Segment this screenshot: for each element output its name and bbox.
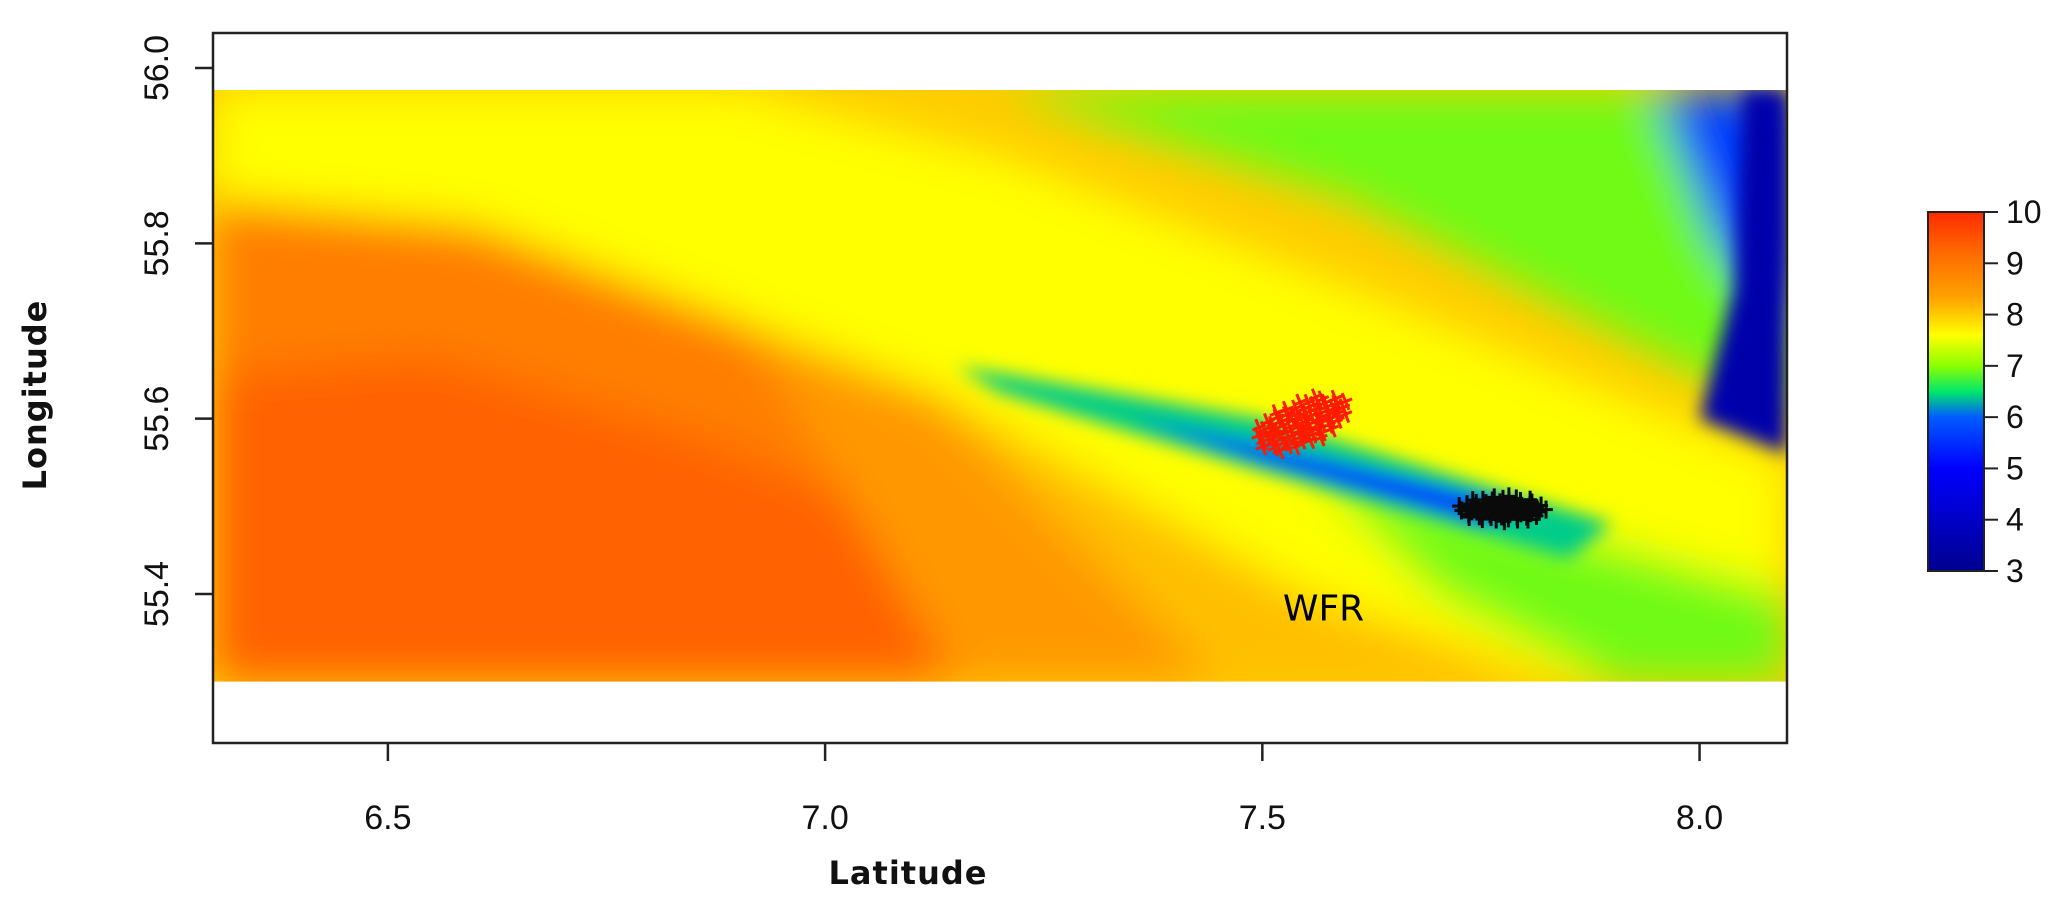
wind-farm-red-marker — [1272, 446, 1287, 455]
wind-farm-red-marker — [1301, 398, 1316, 407]
colorbar-tick-label: 7 — [2006, 348, 2024, 384]
colorbar: 3 4 5 6 7 8 9 10 — [1927, 194, 2042, 589]
wind-farm-red-marker — [1338, 410, 1353, 419]
y-tick-label: 55.4 — [138, 561, 176, 627]
wind-farms — [1251, 388, 1554, 531]
wind-farm-red-marker — [1288, 442, 1303, 451]
x-tick-label: 7.5 — [1239, 799, 1286, 837]
wind-farm-red-marker — [1255, 442, 1270, 451]
x-axis-title: Latitude — [829, 854, 988, 892]
annotations: WFR — [1283, 588, 1364, 629]
x-tick-label: 7.0 — [801, 799, 848, 837]
x-axis: 6.5 7.0 7.5 8.0 — [364, 743, 1723, 837]
field-region-green-north — [1000, 90, 1787, 419]
field-wake — [956, 90, 1787, 559]
colorbar-tick-label: 4 — [2006, 502, 2024, 538]
wind-field — [213, 89, 1787, 682]
plot-frame — [211, 31, 1789, 745]
colorbar-tick-label: 10 — [2006, 194, 2042, 230]
wind-farm-red-marker — [1293, 426, 1308, 435]
colorbar-tick-label: 6 — [2006, 399, 2024, 435]
colorbar-tick-label: 8 — [2006, 297, 2024, 333]
y-axis-title: Longitude — [16, 300, 54, 491]
wind-farm-red-marker — [1328, 394, 1343, 403]
colorbar-tick-label: 3 — [2006, 553, 2024, 589]
y-axis: 55.4 55.6 55.8 56.0 — [138, 35, 213, 627]
wind-farm-red-marker — [1252, 423, 1267, 432]
wind-farm-red-marker — [1308, 393, 1323, 402]
wind-farm-red-marker — [1294, 436, 1309, 445]
wind-farm-red-marker — [1338, 397, 1353, 406]
field-region-deep-orange — [213, 357, 1018, 682]
wind-farm-red-marker — [1330, 416, 1345, 425]
wind-farm-red-marker — [1269, 408, 1284, 417]
y-tick-label: 56.0 — [138, 35, 176, 101]
wind-farm-red-marker — [1256, 437, 1271, 446]
annotation-label: WFR — [1283, 588, 1364, 629]
y-tick-label: 55.6 — [138, 386, 176, 452]
wind-farm-red-marker — [1293, 398, 1308, 407]
y-tick-label: 55.8 — [138, 210, 176, 276]
wind-farm-red-marker — [1331, 409, 1346, 418]
colorbar-tick-label: 9 — [2006, 245, 2024, 281]
wind-farm-black — [1452, 487, 1554, 531]
x-tick-label: 8.0 — [1676, 799, 1723, 837]
wind-farm-red — [1251, 388, 1353, 460]
wind-farm-red-marker — [1324, 424, 1339, 433]
wind-farm-red-marker — [1313, 433, 1328, 442]
colorbar-tick-label: 5 — [2006, 450, 2024, 486]
x-tick-label: 6.5 — [364, 799, 411, 837]
colorbar-ramp — [1927, 211, 1985, 572]
wind-farm-red-marker — [1260, 417, 1275, 426]
field-region-navy-east-edge — [1699, 90, 1787, 454]
wind-farm-red-marker — [1303, 436, 1318, 445]
field-region-wake-core — [1131, 418, 1525, 524]
